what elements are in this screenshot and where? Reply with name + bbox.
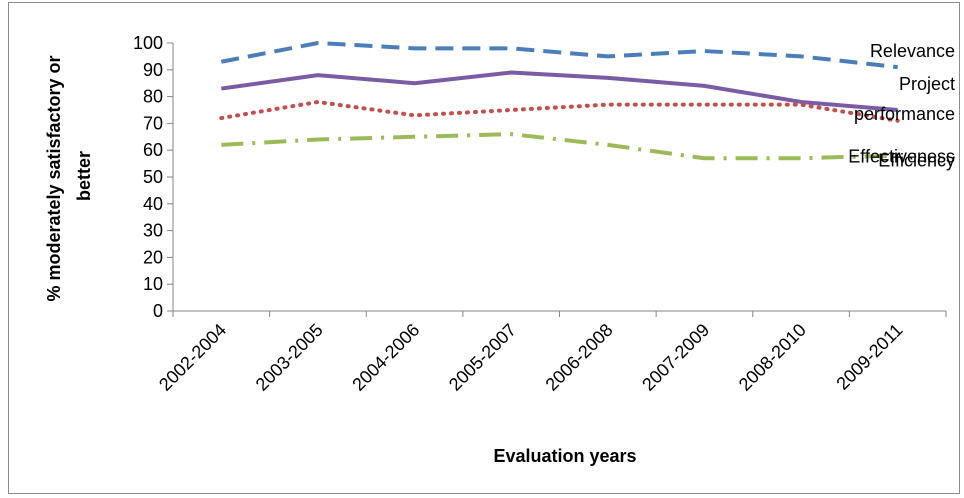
series-line-effectiveness xyxy=(219,99,900,123)
y-tick-label: 40 xyxy=(143,194,163,214)
y-axis-title-line-2: better xyxy=(74,151,94,201)
series-label-effectiveness: Effectiveness xyxy=(848,147,955,167)
series-line-relevance xyxy=(220,41,898,70)
series-label-efficiency: Efficiency xyxy=(878,151,955,171)
x-tick-label: 2004-2006 xyxy=(348,320,423,395)
y-axis-title-line-1: % moderately satisfactory or xyxy=(44,55,64,301)
series-label-relevance: Relevance xyxy=(870,41,955,61)
series-label-project-performance: Project xyxy=(899,74,955,94)
chart-frame: 0 10 20 30 40 50 60 70 80 90 100 2002-2004 2003-2005… xyxy=(8,2,960,494)
x-tick-label: 2007-2009 xyxy=(638,320,713,395)
x-tick-label: 2009-2011 xyxy=(832,320,906,394)
x-axis-title: Evaluation years xyxy=(493,446,636,466)
y-tick-label: 60 xyxy=(143,140,163,160)
series-lines xyxy=(219,41,900,161)
series-labels: Relevance Project performance Effectiveness… xyxy=(848,41,955,170)
y-tick-label: 30 xyxy=(143,221,163,241)
y-tick-label: 80 xyxy=(143,87,163,107)
series-line-project-performance xyxy=(221,70,898,112)
series-line-efficiency xyxy=(221,132,898,161)
y-tick-label: 10 xyxy=(143,274,163,294)
line-chart: 0 10 20 30 40 50 60 70 80 90 100 2002-2004 2003-2005… xyxy=(44,33,955,466)
x-tick-label: 2003-2005 xyxy=(252,320,327,395)
y-tick-label: 70 xyxy=(143,113,163,133)
y-axis-title: % moderately satisfactory or better xyxy=(44,50,94,301)
x-tick-label: 2002-2004 xyxy=(155,320,230,395)
axes: 0 10 20 30 40 50 60 70 80 90 100 2002-2004 2003-2005… xyxy=(133,33,947,395)
y-tick-label: 50 xyxy=(143,167,163,187)
y-tick-label: 100 xyxy=(133,33,163,53)
x-tick-label: 2008-2010 xyxy=(735,320,810,395)
x-tick-label: 2005-2007 xyxy=(445,320,520,395)
y-tick-label: 0 xyxy=(153,301,163,321)
y-tick-label: 90 xyxy=(143,60,163,80)
series-label-project-performance: performance xyxy=(854,104,955,124)
y-tick-label: 20 xyxy=(143,247,163,267)
x-tick-label: 2006-2008 xyxy=(542,320,617,395)
